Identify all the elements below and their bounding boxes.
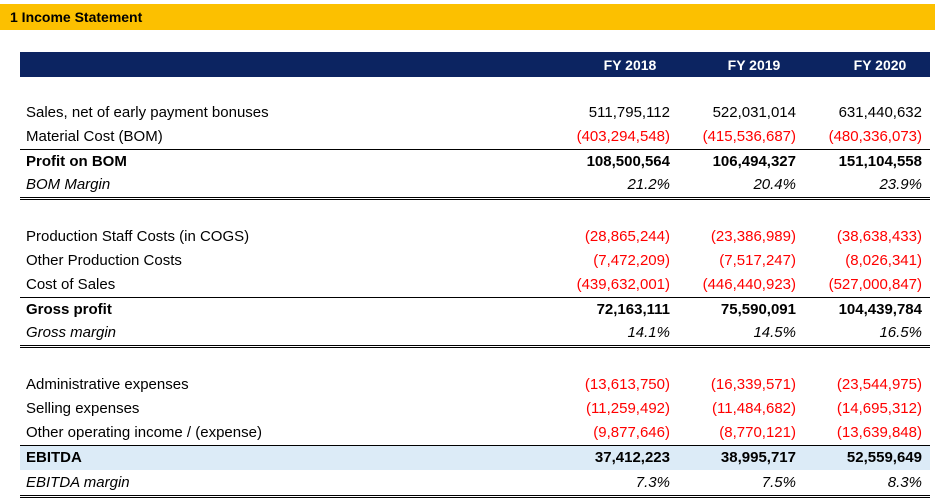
row-value-fy-2020: (13,639,848) <box>836 424 922 441</box>
row-label: Profit on BOM <box>26 153 127 170</box>
row-value-fy-2020: (8,026,341) <box>845 252 922 269</box>
row-label: Other operating income / (expense) <box>26 424 262 441</box>
row-label: Administrative expenses <box>26 376 189 393</box>
row-value-fy-2020: 631,440,632 <box>838 104 922 121</box>
row-value-fy-2020: 23.9% <box>879 176 922 193</box>
table-row: Administrative expenses (13,613,750) (16,3… <box>20 373 930 397</box>
row-value-fy-2018: 37,412,223 <box>594 449 670 466</box>
section-title: 1 Income Statement <box>10 9 143 25</box>
row-label: Production Staff Costs (in COGS) <box>26 228 250 245</box>
row-value-fy-2020: (38,638,433) <box>836 228 922 245</box>
row-value-fy-2019: (415,536,687) <box>702 128 796 145</box>
row-value-fy-2018: 72,163,111 <box>596 301 670 318</box>
row-label: EBITDA margin <box>26 474 130 491</box>
row-label: Other Production Costs <box>26 252 182 269</box>
table-row: Gross profit 72,163,111 75,590,091 104,439,… <box>20 297 930 322</box>
row-value-fy-2018: (403,294,548) <box>576 128 670 145</box>
row-value-fy-2019: (11,484,682) <box>712 400 796 417</box>
row-value-fy-2020: (23,544,975) <box>836 376 922 393</box>
row-label: Selling expenses <box>26 400 140 417</box>
year-header-2019: FY 2019 <box>727 57 781 73</box>
row-value-fy-2018: (28,865,244) <box>584 228 670 245</box>
row-value-fy-2018: 21.2% <box>627 176 670 193</box>
row-value-fy-2019: (8,770,121) <box>719 424 796 441</box>
row-value-fy-2019: (446,440,923) <box>702 276 796 293</box>
row-value-fy-2018: 14.1% <box>627 324 670 341</box>
row-value-fy-2019: (16,339,571) <box>710 376 796 393</box>
table-header: FY 2018 FY 2019 FY 2020 <box>20 52 930 77</box>
table-row: EBITDA 37,412,223 38,995,717 52,559,649 <box>20 445 930 470</box>
row-value-fy-2019: 7.5% <box>761 474 796 491</box>
row-value-fy-2019: 20.4% <box>753 176 796 193</box>
row-value-fy-2019: 106,494,327 <box>712 153 796 170</box>
row-value-fy-2019: 522,031,014 <box>712 104 796 121</box>
row-value-fy-2020: 16.5% <box>879 324 922 341</box>
row-value-fy-2018: 7.3% <box>635 474 670 491</box>
row-value-fy-2020: (527,000,847) <box>828 276 922 293</box>
table-row: BOM Margin 21.2% 20.4% 23.9% <box>20 173 930 200</box>
row-value-fy-2018: 108,500,564 <box>586 153 670 170</box>
row-label: Material Cost (BOM) <box>26 128 163 145</box>
table-row: Cost of Sales (439,632,001) (446,440,923) (… <box>20 273 930 297</box>
row-value-fy-2019: 14.5% <box>753 324 796 341</box>
section-title-bar: 1 Income Statement <box>0 4 935 30</box>
row-value-fy-2018: (7,472,209) <box>593 252 670 269</box>
row-label: Gross margin <box>26 324 117 341</box>
row-label: EBITDA <box>26 449 82 466</box>
row-value-fy-2018: 511,795,112 <box>588 104 670 121</box>
row-value-fy-2020: 8.3% <box>887 474 922 491</box>
table-row: EBITDA margin 7.3% 7.5% 8.3% <box>20 471 930 498</box>
row-value-fy-2020: 104,439,784 <box>838 301 922 318</box>
row-value-fy-2018: (439,632,001) <box>576 276 670 293</box>
row-value-fy-2019: (23,386,989) <box>710 228 796 245</box>
row-value-fy-2019: 38,995,717 <box>720 449 796 466</box>
row-value-fy-2019: (7,517,247) <box>719 252 796 269</box>
table-row: Material Cost (BOM) (403,294,548) (415,536… <box>20 125 930 149</box>
table-row: Selling expenses (11,259,492) (11,484,682)… <box>20 397 930 421</box>
year-header-2018: FY 2018 <box>603 57 657 73</box>
row-label: BOM Margin <box>26 176 111 193</box>
table-row: Sales, net of early payment bonuses 511,7… <box>20 101 930 125</box>
table-row: Profit on BOM 108,500,564 106,494,327 151,1… <box>20 149 930 174</box>
row-label: Sales, net of early payment bonuses <box>26 104 269 121</box>
row-value-fy-2020: (14,695,312) <box>836 400 922 417</box>
table-row: Other Production Costs (7,472,209) (7,517,… <box>20 249 930 273</box>
row-value-fy-2018: (11,259,492) <box>586 400 670 417</box>
row-value-fy-2020: 151,104,558 <box>838 153 922 170</box>
table-row: Production Staff Costs (in COGS) (28,865,… <box>20 225 930 249</box>
year-header-2020: FY 2020 <box>853 57 907 73</box>
table-row: Other operating income / (expense) (9,877… <box>20 421 930 445</box>
row-value-fy-2019: 75,590,091 <box>720 301 796 318</box>
table-row: Gross margin 14.1% 14.5% 16.5% <box>20 321 930 348</box>
row-value-fy-2018: (9,877,646) <box>593 424 670 441</box>
row-value-fy-2018: (13,613,750) <box>584 376 670 393</box>
row-label: Cost of Sales <box>26 276 116 293</box>
row-label: Gross profit <box>26 301 112 318</box>
row-value-fy-2020: (480,336,073) <box>828 128 922 145</box>
row-value-fy-2020: 52,559,649 <box>846 449 922 466</box>
